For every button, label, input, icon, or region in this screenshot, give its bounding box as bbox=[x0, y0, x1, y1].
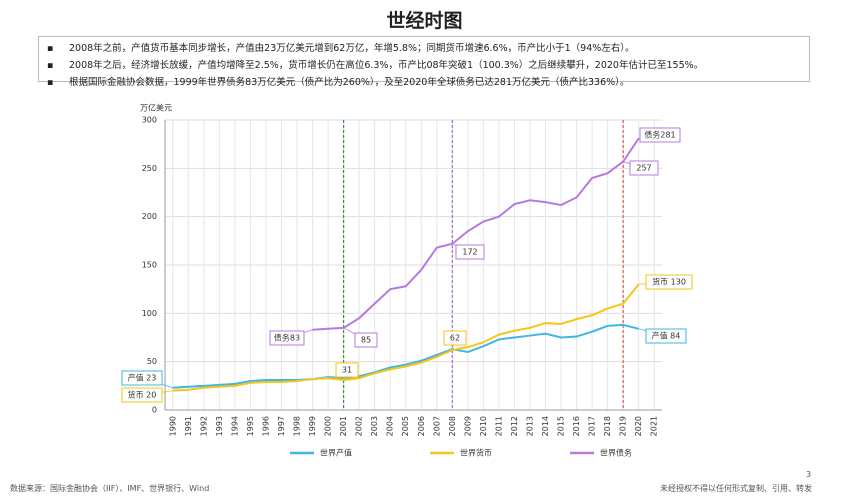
bullet: ▪ 根据国际金融协会数据，1999年世界债务83万亿美元（债产比为260%），及至… bbox=[47, 77, 630, 88]
callout-box bbox=[335, 362, 359, 378]
x-tick-label: 2017 bbox=[588, 416, 597, 436]
title: 世经时图 bbox=[386, 10, 463, 32]
x-tick-label: 2016 bbox=[572, 416, 581, 436]
series-line bbox=[172, 323, 639, 389]
y-tick-label: 50 bbox=[147, 357, 157, 366]
x-tick-label: 1990 bbox=[168, 416, 177, 436]
x-tick-label: 1992 bbox=[199, 416, 208, 436]
x-tick-label: 2020 bbox=[634, 416, 643, 436]
annotation: 62 bbox=[450, 334, 460, 343]
x-tick-label: 2001 bbox=[339, 416, 348, 436]
x-tick-label: 1994 bbox=[230, 416, 239, 436]
y-tick-label: 200 bbox=[142, 212, 157, 221]
y-tick-label: 150 bbox=[142, 261, 157, 270]
y-tick-label: 300 bbox=[142, 116, 157, 125]
x-tick-label: 2012 bbox=[510, 416, 519, 436]
callout-box bbox=[645, 328, 687, 344]
series-line bbox=[312, 137, 640, 331]
annotation: 产值 23 bbox=[128, 373, 157, 383]
x-tick-label: 2013 bbox=[525, 416, 534, 436]
x-tick-label: 1998 bbox=[293, 416, 302, 436]
callout-box bbox=[645, 274, 693, 290]
callout-box bbox=[455, 244, 485, 260]
page-number: 3 bbox=[806, 470, 812, 479]
x-tick-label: 1999 bbox=[308, 416, 317, 436]
series-line bbox=[172, 283, 640, 392]
y-axis-label: 万亿美元 bbox=[140, 103, 172, 113]
x-tick-label: 2003 bbox=[370, 416, 379, 436]
x-tick-label: 2011 bbox=[494, 416, 503, 436]
bullet: ▪ 2008年之前，产值货币基本同步增长，产值由23万亿美元增到62万亿，年增5.… bbox=[47, 43, 635, 54]
callout-box bbox=[639, 127, 681, 143]
legend-label: 世界产值 bbox=[320, 448, 352, 458]
x-tick-label: 2006 bbox=[417, 416, 426, 436]
x-tick-label: 1993 bbox=[215, 416, 224, 436]
bullet-text: 2008年之前，产值货币基本同步增长，产值由23万亿美元增到62万亿，年增5.8… bbox=[69, 43, 635, 54]
y-tick-label: 250 bbox=[142, 164, 157, 173]
y-tick-label: 0 bbox=[152, 406, 157, 415]
legend-label: 世界货币 bbox=[460, 448, 492, 458]
x-tick-label: 1996 bbox=[261, 416, 270, 436]
x-tick-label: 2002 bbox=[355, 416, 364, 436]
annotation: 货币 130 bbox=[652, 277, 686, 287]
x-tick-label: 1995 bbox=[246, 416, 255, 436]
callout-box bbox=[121, 370, 163, 386]
annotation: 债务281 bbox=[644, 130, 675, 140]
annotation: 产值 84 bbox=[652, 331, 681, 341]
x-tick-label: 2005 bbox=[401, 416, 410, 436]
callout-box bbox=[443, 330, 467, 346]
x-tick-label: 1991 bbox=[184, 416, 193, 436]
annotation: 172 bbox=[462, 248, 477, 257]
callout-box bbox=[269, 330, 305, 346]
bullet-text: 根据国际金融协会数据，1999年世界债务83万亿美元（债产比为260%），及至2… bbox=[69, 77, 630, 88]
notice: 未经授权不得以任何形式复制、引用、转发 bbox=[660, 484, 812, 493]
bullet-box: ▪ 2008年之前，产值货币基本同步增长，产值由23万亿美元增到62万亿，年增5.… bbox=[38, 36, 810, 88]
y-tick-label: 100 bbox=[142, 309, 157, 318]
x-tick-label: 2008 bbox=[448, 416, 457, 436]
x-tick-label: 2015 bbox=[557, 416, 566, 436]
annotation: 31 bbox=[342, 366, 352, 375]
x-tick-label: 2010 bbox=[479, 416, 488, 436]
x-tick-label: 2021 bbox=[650, 416, 659, 436]
annotation: 债务83 bbox=[274, 333, 300, 343]
annotation: 85 bbox=[361, 336, 371, 345]
x-tick-label: 1997 bbox=[277, 416, 286, 436]
annotation: 货币 20 bbox=[128, 390, 157, 400]
x-tick-label: 2018 bbox=[603, 416, 612, 436]
annotation: 257 bbox=[636, 164, 651, 173]
source: 数据来源：国际金融协会（IIF）、IMF、世界银行、Wind bbox=[10, 484, 210, 493]
x-tick-label: 2009 bbox=[463, 416, 472, 436]
x-tick-label: 2000 bbox=[324, 416, 333, 436]
x-tick-label: 2019 bbox=[619, 416, 628, 436]
bullet-text: 2008年之后，经济增长放缓，产值均增降至2.5%，货币增长仍在高位6.3%，币… bbox=[69, 60, 704, 71]
x-tick-label: 2004 bbox=[386, 416, 395, 436]
callout-box bbox=[354, 332, 378, 348]
callout-box bbox=[629, 160, 659, 176]
x-tick-label: 2007 bbox=[432, 416, 441, 436]
legend-label: 世界债务 bbox=[600, 448, 632, 458]
bullet: ▪ 2008年之后，经济增长放缓，产值均增降至2.5%，货币增长仍在高位6.3%，… bbox=[47, 60, 704, 71]
x-tick-label: 2014 bbox=[541, 416, 550, 436]
callout-box bbox=[121, 387, 163, 403]
